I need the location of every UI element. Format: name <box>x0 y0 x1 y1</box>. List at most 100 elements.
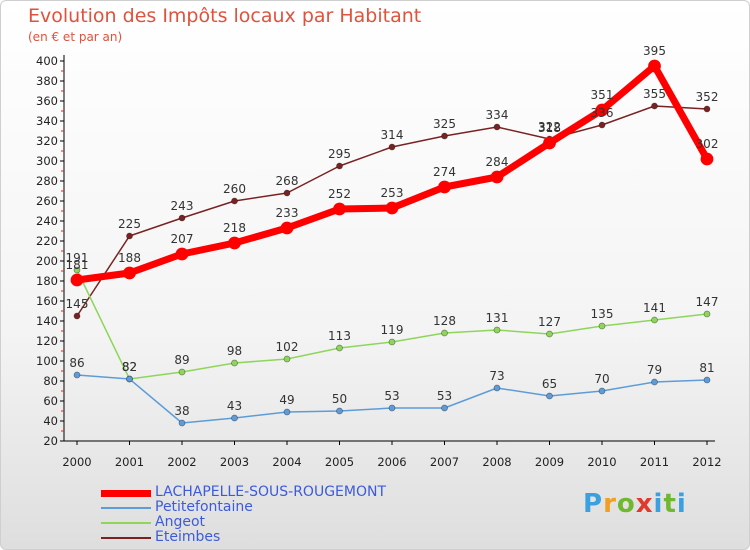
data-point <box>651 316 658 324</box>
data-label: 119 <box>381 323 404 337</box>
data-point <box>441 132 448 140</box>
data-label: 355 <box>643 87 666 101</box>
chart-subtitle: (en € et par an) <box>28 30 123 44</box>
data-label: 81 <box>699 361 714 375</box>
data-label: 145 <box>66 297 89 311</box>
data-label: 352 <box>696 90 719 104</box>
data-point <box>490 170 504 184</box>
data-labels: 145 225 243 260 268 295 314 325 334 322 336 355 352 1… <box>66 44 719 418</box>
data-label: 49 <box>279 393 294 407</box>
legend-swatch <box>101 537 151 539</box>
data-label: 113 <box>328 329 351 343</box>
data-point <box>228 236 241 250</box>
data-point <box>651 102 658 110</box>
legend-label: LACHAPELLE-SOUS-ROUGEMONT <box>155 484 387 500</box>
data-label: 284 <box>486 155 509 169</box>
data-label: 334 <box>486 108 509 122</box>
y-tick-label: 80 <box>43 374 58 388</box>
data-point <box>231 359 238 367</box>
data-point <box>175 247 189 261</box>
data-point <box>280 221 294 235</box>
y-tick-label: 100 <box>36 354 58 368</box>
y-tick-label: 340 <box>36 114 58 128</box>
data-label: 314 <box>381 128 404 142</box>
logo-letter: i <box>676 489 687 519</box>
data-label: 225 <box>118 217 141 231</box>
data-label: 181 <box>66 258 89 272</box>
legend-label: Petitefontaine <box>155 499 253 515</box>
y-tick-label: 320 <box>36 134 58 148</box>
data-label: 131 <box>486 311 509 325</box>
data-point <box>493 384 501 392</box>
data-label: 135 <box>591 307 614 321</box>
data-point <box>546 392 553 400</box>
data-point <box>598 121 606 129</box>
data-point <box>231 414 238 422</box>
x-tick-label: 2009 <box>535 455 564 469</box>
data-label: 73 <box>489 369 504 383</box>
data-label: 147 <box>696 295 719 309</box>
x-tick-label: 2003 <box>220 455 249 469</box>
data-label: 188 <box>118 251 141 265</box>
logo-letter: P <box>583 489 604 519</box>
data-point <box>385 201 399 215</box>
y-tick-label: 20 <box>43 434 58 448</box>
axes: 20 40 60 80 100 120 140 160 180 200 220 240 260 280 30… <box>36 54 722 469</box>
data-point <box>333 202 346 216</box>
data-point <box>283 189 291 197</box>
logo-letter: r <box>603 489 617 519</box>
x-tick-label: 2007 <box>430 455 459 469</box>
x-tick-label: 2012 <box>692 455 721 469</box>
data-label: 325 <box>433 117 456 131</box>
data-label: 82 <box>122 360 137 374</box>
y-tick-label: 240 <box>36 214 58 228</box>
legend-swatch <box>101 490 151 497</box>
data-label: 207 <box>171 232 194 246</box>
data-label: 295 <box>328 147 351 161</box>
data-label: 395 <box>643 44 666 58</box>
data-label: 336 <box>591 106 614 120</box>
data-label: 141 <box>643 301 666 315</box>
data-point <box>441 404 448 412</box>
data-label: 86 <box>69 356 84 370</box>
logo-letter: x <box>635 489 654 519</box>
data-point <box>703 105 711 113</box>
data-point <box>123 266 136 280</box>
data-label: 260 <box>223 182 246 196</box>
data-label: 322 <box>538 120 561 134</box>
data-point <box>543 136 556 150</box>
proxiti-logo: Proxiti <box>583 489 687 519</box>
data-point <box>73 266 81 274</box>
legend-label: Angeot <box>155 514 206 530</box>
data-label: 233 <box>276 206 299 220</box>
data-label: 268 <box>276 174 299 188</box>
data-point <box>283 408 291 416</box>
x-tick-label: 2006 <box>377 455 406 469</box>
data-point <box>126 375 133 383</box>
x-tick-label: 2004 <box>272 455 301 469</box>
logo-letter: o <box>616 489 636 519</box>
data-label: 128 <box>433 314 456 328</box>
x-tick-label: 2010 <box>587 455 616 469</box>
data-label: 70 <box>594 372 609 386</box>
data-point <box>651 378 658 386</box>
y-tick-label: 140 <box>36 314 58 328</box>
y-tick-label: 200 <box>36 254 58 268</box>
data-label: 253 <box>381 186 404 200</box>
data-point <box>73 371 81 379</box>
data-label: 79 <box>647 363 662 377</box>
legend-label: Eteimbes <box>155 529 221 545</box>
data-point <box>388 404 396 412</box>
data-point <box>178 214 186 222</box>
data-label: 274 <box>433 165 456 179</box>
data-point <box>70 273 84 287</box>
logo-letter: i <box>653 489 664 519</box>
data-point <box>283 355 291 363</box>
x-tick-label: 2011 <box>640 455 669 469</box>
series-lines <box>70 59 714 427</box>
y-tick-label: 120 <box>36 334 58 348</box>
x-tick-label: 2008 <box>482 455 511 469</box>
data-point <box>126 232 133 240</box>
y-tick-label: 60 <box>43 394 58 408</box>
